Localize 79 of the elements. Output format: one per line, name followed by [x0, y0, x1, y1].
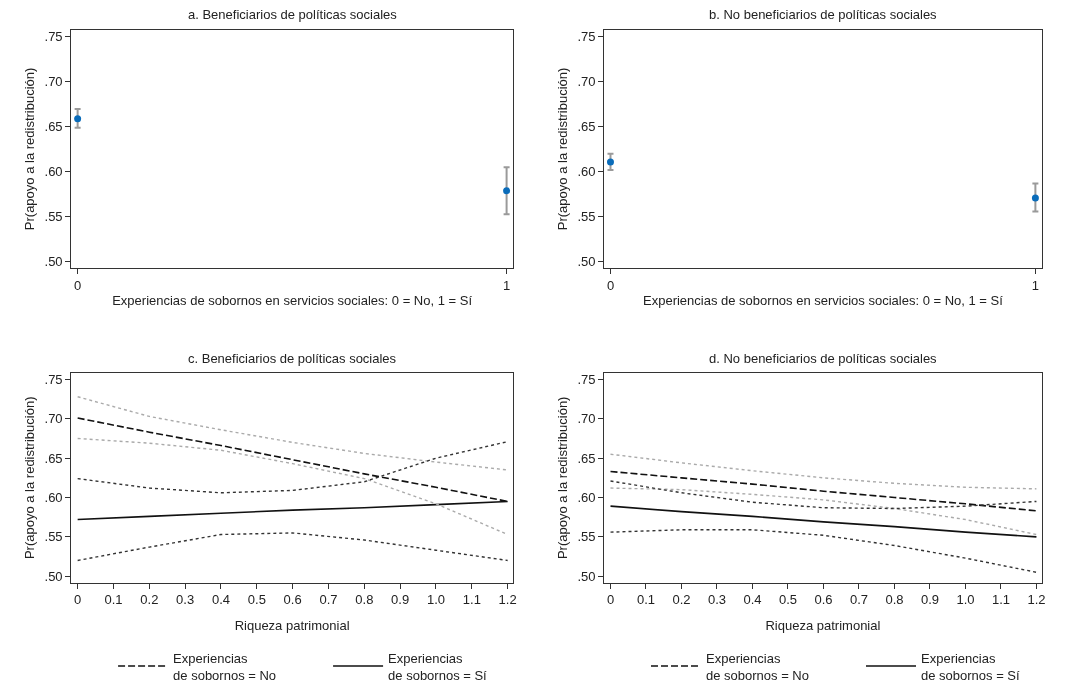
x-tick-label: 0.6 — [283, 592, 302, 608]
x-tick-label: 0.5 — [778, 592, 798, 608]
y-tick-label: .50 — [44, 254, 63, 270]
x-tick-label: 0 — [74, 592, 82, 608]
y-tick-label: .75 — [577, 29, 596, 45]
x-tick-label: 0 — [606, 592, 615, 608]
x-tick-label: 0.1 — [104, 592, 123, 608]
y-tick-label: .65 — [44, 119, 63, 135]
x-tick-label: 0.4 — [211, 592, 231, 608]
x-tick-label: 0.9 — [920, 592, 939, 608]
chart-title: b. No beneficiarios de políticas sociales — [709, 7, 938, 22]
x-tick-label: 1.2 — [1027, 592, 1046, 608]
line-series — [76, 440, 509, 494]
y-tick-label: .75 — [44, 371, 63, 387]
line-series — [609, 505, 1038, 538]
x-tick-label: 1.2 — [498, 592, 517, 608]
y-tick-label: .50 — [577, 254, 596, 270]
x-tick-label: 0.7 — [849, 592, 869, 608]
x-tick-label: 0.3 — [176, 592, 195, 608]
line-series — [609, 487, 1038, 536]
y-tick-label: .70 — [44, 74, 63, 90]
x-tick-label: 0.3 — [707, 592, 727, 608]
chart-title: a. Beneficiarios de políticas sociales — [188, 7, 398, 22]
y-tick-label: .55 — [577, 529, 596, 545]
line-series — [609, 529, 1038, 573]
x-tick-label: 0.2 — [672, 592, 691, 608]
y-tick-label: .60 — [577, 164, 596, 180]
legend-label: Experiencias de sobornos = No — [706, 650, 809, 683]
line-series — [76, 396, 509, 471]
x-tick-label: 0.2 — [140, 592, 159, 608]
x-axis-title: Riqueza patrimonial — [234, 617, 350, 633]
y-tick-label: .55 — [44, 529, 63, 545]
chart-title: c. Beneficiarios de políticas sociales — [188, 351, 397, 366]
y-axis-title: Pr(apoyo a la redistribución) — [555, 396, 571, 560]
y-tick-label: .60 — [577, 490, 596, 506]
y-tick-label: .70 — [577, 411, 596, 427]
y-tick-label: .70 — [44, 411, 63, 427]
y-tick-label: .50 — [577, 568, 596, 584]
x-tick-label: 1.0 — [426, 592, 446, 608]
line-series — [609, 480, 1038, 510]
x-tick-label: 0.7 — [319, 592, 338, 608]
x-tick-label: 0.9 — [391, 592, 410, 608]
y-axis-title: Pr(apoyo a la redistribución) — [22, 67, 38, 231]
y-tick-label: .60 — [44, 164, 63, 180]
line-series — [609, 470, 1038, 512]
y-tick-label: .65 — [44, 450, 63, 466]
x-axis-title: Riqueza patrimonial — [765, 617, 881, 633]
y-axis-title: Pr(apoyo a la redistribución) — [555, 67, 571, 231]
chart-title: d. No beneficiarios de políticas sociales — [709, 351, 938, 366]
y-tick-label: .75 — [577, 371, 596, 387]
y-tick-label: .65 — [577, 450, 596, 466]
x-tick-label: 0.1 — [636, 592, 656, 608]
x-tick-label: 0.5 — [247, 592, 266, 608]
x-tick-label: 0.4 — [743, 592, 762, 608]
legend-label: Experiencias de sobornos = Sí — [921, 650, 1021, 683]
y-axis-title: Pr(apoyo a la redistribución) — [22, 396, 38, 560]
y-tick-label: .60 — [44, 490, 63, 506]
x-tick-label: 1.1 — [462, 592, 481, 608]
x-tick-label: 0.8 — [355, 592, 374, 608]
x-tick-label: 1.1 — [991, 592, 1010, 608]
y-tick-label: .55 — [577, 209, 596, 225]
y-tick-label: .70 — [577, 74, 596, 90]
x-tick-label: 0.6 — [814, 592, 833, 608]
x-tick-label: 1 — [1031, 277, 1040, 293]
legend-label: Experiencias de sobornos = No — [173, 650, 277, 683]
y-tick-label: .55 — [44, 209, 63, 225]
x-tick-label: 0 — [606, 277, 615, 293]
legend-label: Experiencias de sobornos = Sí — [388, 650, 488, 683]
x-tick-label: 0 — [74, 277, 82, 293]
line-series — [609, 453, 1038, 490]
x-tick-label: 1 — [502, 277, 511, 293]
x-axis-title: Experiencias de sobornos en servicios sociales: 0 = No, 1 = Sí — [643, 293, 1004, 309]
x-tick-label: 1.0 — [956, 592, 975, 608]
x-axis-title: Experiencias de sobornos en servicios sociales: 0 = No, 1 = Sí — [112, 293, 473, 309]
x-tick-label: 0.8 — [885, 592, 904, 608]
y-tick-label: .75 — [44, 29, 63, 45]
y-tick-label: .65 — [577, 119, 596, 135]
line-series — [76, 532, 509, 562]
y-tick-label: .50 — [44, 568, 63, 584]
